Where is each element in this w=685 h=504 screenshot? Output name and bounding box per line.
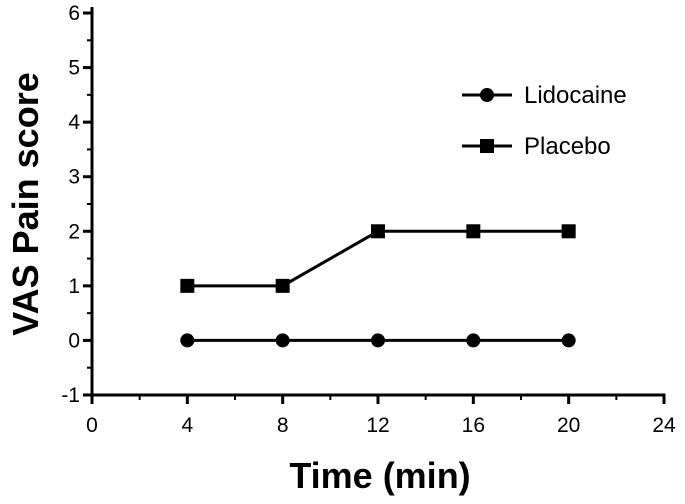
series-lidocaine: [180, 333, 576, 348]
x-tick-label: 0: [86, 414, 98, 437]
data-point-circle: [275, 333, 290, 348]
data-point-square: [275, 278, 290, 293]
x-axis-title: Time (min): [289, 455, 470, 496]
x-tick-label: 4: [181, 414, 193, 437]
series-placebo: [180, 224, 576, 293]
y-tick-label: 1: [68, 275, 80, 298]
y-tick-label: -1: [61, 384, 80, 407]
data-point-circle: [466, 333, 481, 348]
y-tick-label: 4: [68, 111, 80, 134]
legend-label: Placebo: [524, 133, 611, 160]
data-point-square: [561, 224, 576, 239]
data-point-circle: [180, 333, 195, 348]
data-point-circle: [561, 333, 576, 348]
data-point-square: [371, 224, 385, 239]
legend-item-lidocaine: Lidocaine: [462, 82, 627, 109]
x-tick-label: 20: [557, 414, 580, 437]
series-line: [187, 229, 569, 288]
x-tick-label: 24: [652, 414, 676, 437]
series-layer: [180, 224, 576, 348]
data-point-square: [466, 224, 481, 239]
x-tick-label: 8: [277, 414, 289, 437]
x-tick-label: 16: [462, 414, 485, 437]
y-tick-label: 2: [68, 220, 80, 243]
legend-item-placebo: Placebo: [462, 133, 611, 160]
x-tick-label: 12: [366, 414, 389, 437]
legend: Lidocaine Placebo: [462, 82, 627, 160]
y-tick-label: 0: [68, 329, 80, 352]
y-tick-label: 3: [68, 166, 80, 189]
data-point-square: [180, 278, 195, 293]
legend-label: Lidocaine: [524, 82, 627, 109]
legend-marker-circle: [480, 88, 494, 102]
y-tick-label: 6: [68, 2, 80, 25]
y-tick-label: 5: [68, 57, 80, 80]
y-axis-title: VAS Pain score: [5, 72, 46, 335]
legend-marker-square: [480, 139, 494, 153]
data-point-circle: [371, 333, 385, 348]
